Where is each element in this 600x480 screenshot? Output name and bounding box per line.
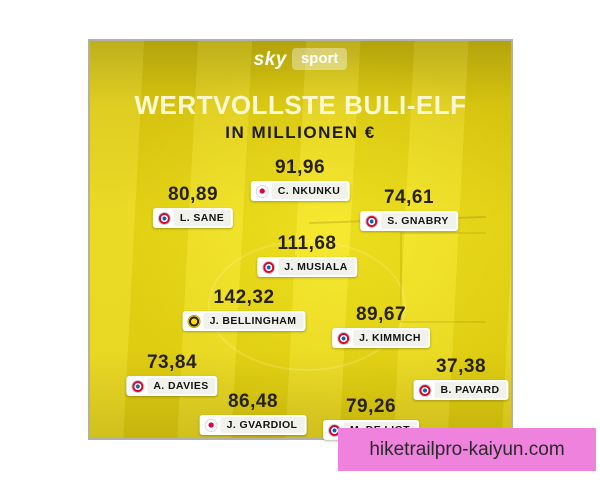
player-plate: B. PAVARD [413,380,509,400]
bayern-crest-icon [131,379,145,393]
player-plate: L. SANE [152,208,234,228]
bayern-crest-icon [365,214,379,228]
player-entry: 91,96 C. NKUNKU [250,157,350,201]
player-name: C. NKUNKU [271,183,348,199]
player-value: 142,32 [213,287,275,308]
bayern-crest-icon [418,383,432,397]
bvb-crest-icon [187,314,201,328]
bayern-crest-icon [157,211,171,225]
player-name: J. BELLINGHAM [203,313,304,329]
player-name: B. PAVARD [434,382,507,398]
player-value: 74,61 [383,187,435,208]
player-name: A. DAVIES [147,378,216,394]
player-name: J. MUSIALA [278,259,355,275]
player-plate: J. KIMMICH [332,328,430,348]
watermark-banner: hiketrailpro-kaiyun.com [338,428,596,471]
player-entry: 74,61 S. GNABRY [360,187,458,231]
player-plate: J. GVARDIOL [199,415,307,435]
player-value: 37,38 [435,356,487,377]
leipzig-crest-icon [204,418,218,432]
player-entry: 37,38 B. PAVARD [413,356,509,400]
page-subtitle: IN MILLIONEN € [225,123,376,142]
player-entry: 73,84 A. DAVIES [126,352,218,396]
sport-logo-badge: sport [291,48,348,70]
player-value: 79,26 [345,396,397,417]
player-name: S. GNABRY [381,213,456,229]
player-value: 91,96 [274,157,326,178]
bayern-crest-icon [337,331,351,345]
player-plate: A. DAVIES [126,376,218,396]
sky-sport-logo: sky sport [90,48,511,71]
sky-logo-text: sky [253,49,287,70]
player-plate: J. MUSIALA [257,257,357,277]
player-plate: C. NKUNKU [250,181,350,201]
player-entry: 89,67 J. KIMMICH [332,304,430,348]
player-plate: S. GNABRY [360,211,458,231]
player-name: J. GVARDIOL [220,417,305,433]
player-value: 86,48 [227,391,279,412]
player-entry: 142,32 J. BELLINGHAM [182,287,306,331]
player-name: L. SANE [173,210,232,226]
player-value: 73,84 [146,352,198,373]
player-value: 89,67 [355,304,407,325]
player-name: J. KIMMICH [353,330,428,346]
player-value: 111,68 [277,233,337,254]
bayern-crest-icon [262,260,276,274]
player-entry: 80,89 L. SANE [152,184,234,228]
player-entry: 111,68 J. MUSIALA [257,233,357,277]
player-entry: 86,48 J. GVARDIOL [199,391,307,435]
player-plate: J. BELLINGHAM [182,311,306,331]
page-title: WERTVOLLSTE BULI-ELF [134,90,467,120]
leipzig-crest-icon [255,184,269,198]
player-value: 80,89 [167,184,219,205]
